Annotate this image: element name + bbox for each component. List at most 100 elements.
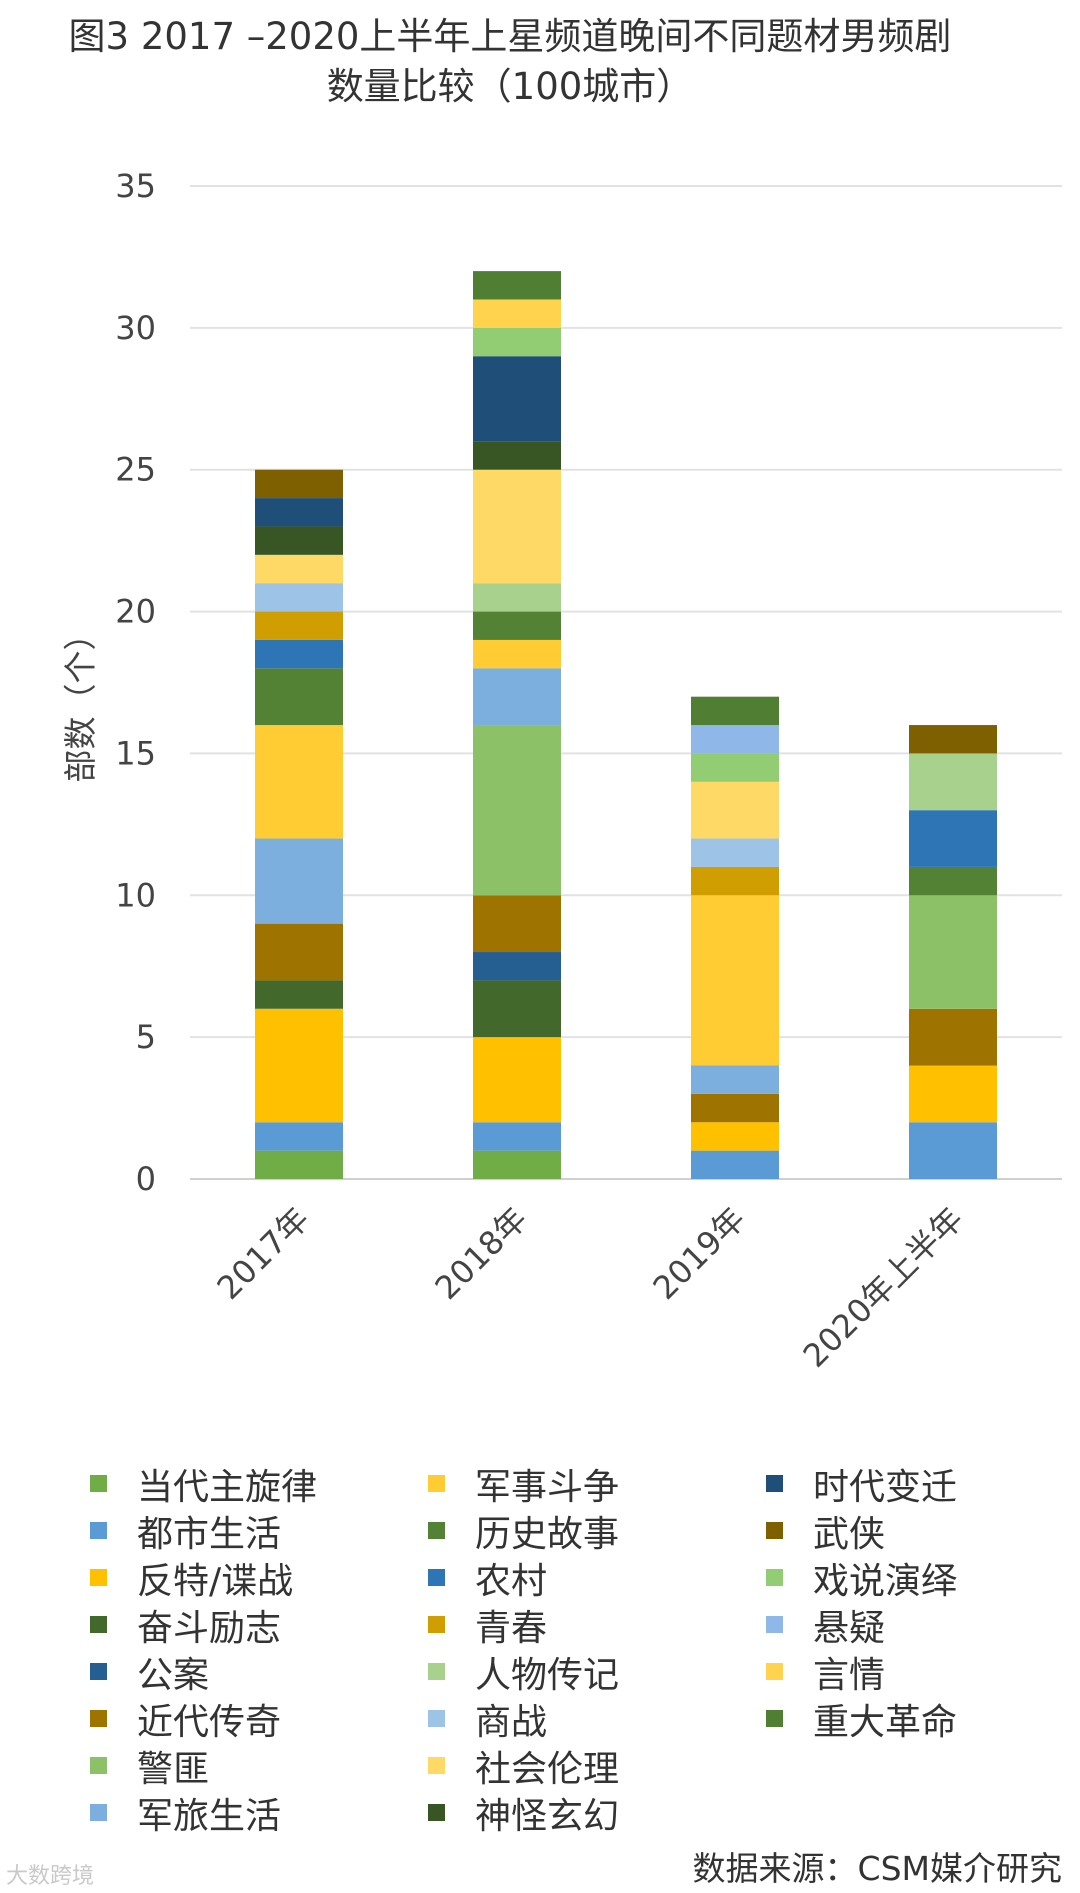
legend-item: 武侠 [766, 1507, 1066, 1555]
legend-label: 当代主旋律 [137, 1466, 318, 1508]
legend-item: 悬疑 [766, 1601, 1066, 1649]
legend-item: 公案 [90, 1648, 428, 1696]
bar-segment [255, 526, 343, 555]
legend-item: 农村 [428, 1554, 766, 1602]
legend-label: 社会伦理 [475, 1748, 620, 1790]
bar-segment [909, 1122, 997, 1179]
bar-segment [473, 271, 561, 300]
bar-segment [255, 554, 343, 584]
legend-item: 社会伦理 [428, 1742, 766, 1790]
legend-label: 军旅生活 [137, 1795, 282, 1837]
bar-segment [691, 838, 779, 867]
legend-item: 近代传奇 [90, 1695, 428, 1743]
bar-segment [255, 611, 343, 640]
legend: 当代主旋律都市生活 反特/谍战奋斗励志公案 近代传奇警匪军旅生活 军事斗争 历史故事农村… [90, 1460, 1070, 1837]
bar-segment [691, 1122, 779, 1151]
bar-segment [255, 639, 343, 669]
legend-item: 军旅生活 [90, 1789, 428, 1837]
legend-label: 警匪 [137, 1748, 210, 1790]
legend-label: 农村 [475, 1560, 548, 1602]
legend-item: 奋斗励志 [90, 1601, 428, 1649]
legend-item: 人物传记 [428, 1648, 766, 1696]
bar-segment [473, 639, 561, 669]
legend-item: 青春 [428, 1601, 766, 1649]
bar-segment [691, 1065, 779, 1094]
bar-segment [255, 1122, 343, 1151]
bar-segment [909, 725, 997, 754]
legend-swatch [766, 1710, 783, 1727]
y-tick-label: 0 [136, 1160, 156, 1198]
legend-swatch [428, 1663, 445, 1680]
bar-segment [473, 611, 561, 640]
legend-label: 神怪玄幻 [475, 1795, 620, 1837]
y-tick-label: 35 [115, 167, 156, 205]
bar-segment [691, 866, 779, 896]
bar-segment [691, 781, 779, 839]
legend-swatch [428, 1757, 445, 1774]
bar-segment [691, 1150, 779, 1179]
y-tick-label: 20 [115, 593, 156, 631]
legend-item: 重大革命 [766, 1695, 1066, 1743]
chart-title: 图3 2017 –2020上半年上星频道晚间不同题材男频剧 数量比较（100城市… [40, 12, 980, 112]
legend-item: 警匪 [90, 1742, 428, 1790]
bar-segment [909, 866, 997, 896]
bar-segment [473, 469, 561, 584]
bar-segment [473, 725, 561, 896]
legend-swatch [428, 1804, 445, 1821]
bar-segment [909, 810, 997, 867]
y-tick-label: 5 [136, 1018, 156, 1056]
legend-item: 都市生活 [90, 1507, 428, 1555]
legend-swatch [428, 1710, 445, 1727]
legend-item: 反特/谍战 [90, 1554, 428, 1602]
bar-segment [473, 1037, 561, 1123]
legend-label: 军事斗争 [475, 1466, 620, 1508]
legend-label: 公案 [137, 1654, 210, 1696]
chart-title-line-2: 数量比较（100城市） [326, 65, 694, 108]
legend-label: 青春 [475, 1607, 548, 1649]
legend-item: 言情 [766, 1648, 1066, 1696]
legend-swatch [428, 1569, 445, 1586]
y-tick-label: 30 [115, 309, 156, 347]
bar-segment [909, 753, 997, 811]
bar-segment [691, 696, 779, 726]
y-axis-ticks: 0 5 10 15 20 25 30 35 [115, 167, 156, 1198]
legend-label: 人物传记 [475, 1654, 620, 1696]
bar-segment [473, 1122, 561, 1151]
legend-label: 戏说演绎 [813, 1560, 958, 1602]
legend-label: 奋斗励志 [137, 1607, 282, 1649]
legend-swatch [90, 1757, 107, 1774]
bar-segment [473, 356, 561, 442]
bar-segment [255, 725, 343, 839]
bar-segment [255, 469, 343, 499]
source-note: 数据来源：CSM媒介研究 [692, 1849, 1062, 1888]
legend-item: 当代主旋律 [90, 1460, 428, 1508]
bar-segment [255, 1008, 343, 1123]
bar-segment [255, 980, 343, 1009]
legend-label: 都市生活 [137, 1513, 282, 1555]
bar-segment [255, 668, 343, 726]
bar-segment [909, 1008, 997, 1066]
legend-swatch [766, 1569, 783, 1586]
legend-swatch [428, 1522, 445, 1539]
legend-swatch [428, 1616, 445, 1633]
bar-segment [255, 923, 343, 981]
chart-title-line-1: 图3 2017 –2020上半年上星频道晚间不同题材男频剧 [68, 15, 952, 58]
legend-swatch [90, 1804, 107, 1821]
x-tick-label: 2019年 [646, 1200, 753, 1307]
legend-label: 悬疑 [813, 1607, 886, 1649]
bar-segment [473, 952, 561, 981]
bar-segment [909, 895, 997, 1009]
bar-segment [473, 980, 561, 1038]
bar-segment [473, 327, 561, 357]
legend-item: 历史故事 [428, 1507, 766, 1555]
bar-segment [255, 838, 343, 924]
bar-segment [473, 441, 561, 470]
bar-segment [255, 1150, 343, 1179]
bars [255, 271, 997, 1179]
legend-label: 重大革命 [813, 1701, 958, 1743]
y-axis-label: 部数（个） [61, 618, 100, 783]
stacked-bar-chart: 0 5 10 15 20 25 30 35 2017年 2018年 2019年 2020年上半年 部… [61, 167, 1062, 1375]
legend-swatch [766, 1616, 783, 1633]
legend-swatch [90, 1569, 107, 1586]
bar-segment [691, 895, 779, 1066]
